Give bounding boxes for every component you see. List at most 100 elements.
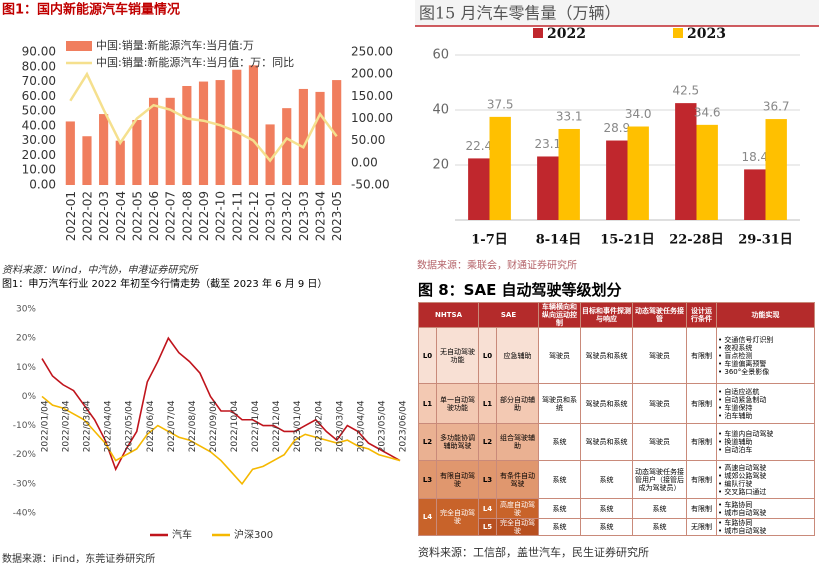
cell: 有限制 [686, 383, 718, 425]
x-tick-label: 2022-03 [97, 191, 111, 241]
sae-level: L4 [478, 498, 498, 520]
chart: 图1：国内新能源汽车销量情况 资料来源：Wind，中汽协，申港证券研究所 0.0… [2, 2, 393, 277]
y-tick-label: 60.00 [22, 89, 56, 103]
x-tick-label: 2022/04/04 [104, 400, 114, 452]
legend-label: 沪深300 [234, 528, 273, 541]
sae-name: 有条件自动驾驶 [496, 460, 540, 500]
x-tick-label: 8-14日 [536, 233, 582, 248]
x-tick-label: 2023-05 [330, 191, 344, 241]
table-row: L1 单一自动驾驶功能 L1 部分自动辅助 驾驶员和系统 驾驶员和系统 驾驶员 有限制 • 自适… [418, 383, 816, 425]
bar [282, 108, 292, 185]
functions: • 交通信号灯识别 • 夜视系统 • 盲点检测 • 车道偏离预警 • 360°全景影像 [716, 327, 816, 385]
table-panel: 图 8：SAE 自动驾驶等级划分 NHTSA SAE 车辆横向和纵向运动控制 目标和事… [417, 278, 818, 563]
nhtsa-level: L4 [418, 498, 437, 537]
y-tick-label: 0.00 [29, 178, 56, 192]
function-item: • 车道内自动驾驶 [718, 430, 774, 439]
cell: 动态驾驶任务接管用户（接管后成为驾驶员） [632, 460, 688, 500]
x-tick-label: 2022-07 [164, 191, 178, 241]
table-row: L4 完全自动驾驶 L4 高度自动驾驶 系统 系统 系统 有限制 • 车路协同 • 城市自动驾驶 [418, 498, 816, 537]
function-item: • 车道保持 [718, 403, 753, 412]
y-tick-label: -40% [13, 509, 37, 519]
x-tick-label: 2023/06/04 [399, 400, 409, 452]
data-label: 23.1 [534, 137, 561, 151]
x-tick-label: 2022/03/04 [83, 400, 93, 452]
y-tick-label: 70.00 [22, 74, 56, 88]
y-tick-label: 30.00 [22, 133, 56, 147]
function-item: • 盲点检测 [718, 351, 753, 360]
legend-label: 中国:销量:新能源汽车:当月值：万：同比 [96, 55, 294, 69]
data-label: 18.4 [741, 150, 768, 164]
sae-name: 完全自动驾驶 [496, 518, 540, 537]
cell: 驾驶员 [632, 327, 688, 385]
y2-tick-label: -50.00 [351, 178, 390, 192]
data-label: 34.6 [694, 105, 721, 119]
x-tick-label: 2022/09/04 [209, 400, 219, 452]
nhtsa-name: 无自动驾驶功能 [435, 327, 480, 385]
x-tick-label: 2022/05/04 [125, 400, 135, 452]
cell: 有限制 [686, 498, 718, 520]
header-row: NHTSA SAE 车辆横向和纵向运动控制 目标和事件探测与响应 动态驾驶任务接管 设计运… [417, 301, 816, 329]
series-line [41, 336, 401, 472]
x-tick-label: 2022/10/04 [230, 400, 240, 452]
header-cell: SAE [478, 301, 540, 329]
legend-label: 2023 [687, 26, 726, 42]
header-cell: 动态驾驶任务接管 [632, 301, 688, 329]
chart-source: 资料来源：Wind，中汽协，申港证券研究所 [2, 264, 199, 276]
sae-level: L3 [478, 460, 498, 500]
header-cell: NHTSA [417, 301, 480, 329]
sae-level: L2 [478, 423, 498, 462]
function-item: • 城市自动驾驶 [718, 508, 767, 517]
series-line [41, 395, 401, 486]
cell: 无限制 [686, 518, 718, 537]
bar [265, 124, 275, 185]
bar [537, 156, 559, 220]
y2-tick-label: 150.00 [351, 89, 393, 103]
y-tick-label: 50.00 [22, 104, 56, 118]
cell: 系统 [538, 423, 582, 462]
x-tick-label: 2022/12/04 [272, 400, 282, 452]
bar [606, 140, 628, 220]
bar [468, 158, 490, 220]
function-item: • 自动泊车 [718, 446, 753, 455]
chart: 图1：申万汽车行业 2022 年初至今行情走势（截至 2023 年 6 月 9 … [2, 277, 409, 563]
functions: • 车道内自动驾驶 • 换道辅助 • 自动泊车 [716, 423, 816, 462]
cell: 系统 [580, 460, 634, 500]
cell: 系统 [538, 518, 582, 537]
function-item: • 泊车辅助 [718, 411, 753, 420]
legend-swatch [66, 41, 92, 51]
nhtsa-name: 完全自动驾驶 [435, 498, 480, 537]
y-tick-label: 10.00 [22, 163, 56, 177]
x-tick-label: 2022/06/04 [146, 400, 156, 452]
cell: 驾驶员 [538, 327, 582, 385]
y2-tick-label: 250.00 [351, 45, 393, 59]
table-row: L2 多功能协调辅助驾驶 L2 组合驾驶辅助 系统 驾驶员和系统 驾驶员 有限制 • 车道内自动… [418, 423, 816, 462]
bar [315, 91, 325, 185]
title-band [415, 0, 819, 26]
table-row: L5 完全自动驾驶 系统 系统 系统 无限制 • 车路协同 • 城市自动驾驶 [419, 518, 816, 537]
bar [558, 128, 580, 220]
data-label: 36.7 [763, 100, 790, 114]
function-item: • 自动紧急制动 [718, 395, 767, 404]
table-row: L0 无自动驾驶功能 L0 应急辅助 驾驶员 驾驶员和系统 驾驶员 有限制 • 交通信号灯识别 •… [418, 327, 816, 385]
cell: 驾驶员和系统 [538, 383, 582, 425]
header-cell: 车辆横向和纵向运动控制 [538, 301, 582, 329]
x-tick-label: 2022/08/04 [188, 400, 198, 452]
bar [198, 81, 209, 185]
bar [99, 114, 109, 185]
functions: • 高速自动驾驶 • 城郊公路驾驶 • 编队行驶 • 交叉路口通过 [716, 460, 816, 500]
series-line [69, 71, 338, 163]
x-tick-label: 2022-08 [180, 191, 194, 241]
bar [215, 80, 225, 185]
x-tick-label: 2023/03/04 [335, 400, 345, 452]
bar [627, 126, 649, 220]
x-tick-label: 15-21日 [600, 233, 655, 248]
nhtsa-level: L0 [418, 327, 437, 385]
chart-title: 图1：申万汽车行业 2022 年初至今行情走势（截至 2023 年 6 月 9 … [2, 277, 327, 290]
x-tick-label: 2022-05 [130, 191, 144, 241]
chart-title: 图1：国内新能源汽车销量情况 [2, 2, 180, 18]
function-item: • 换道辅助 [718, 438, 753, 447]
chart-source: 数据来源：乘联会，财通证券研究所 [417, 259, 577, 272]
function-item: • 360°全景影像 [718, 367, 770, 376]
y2-tick-label: 100.00 [351, 111, 393, 125]
x-tick-label: 2022/02/04 [62, 400, 72, 452]
